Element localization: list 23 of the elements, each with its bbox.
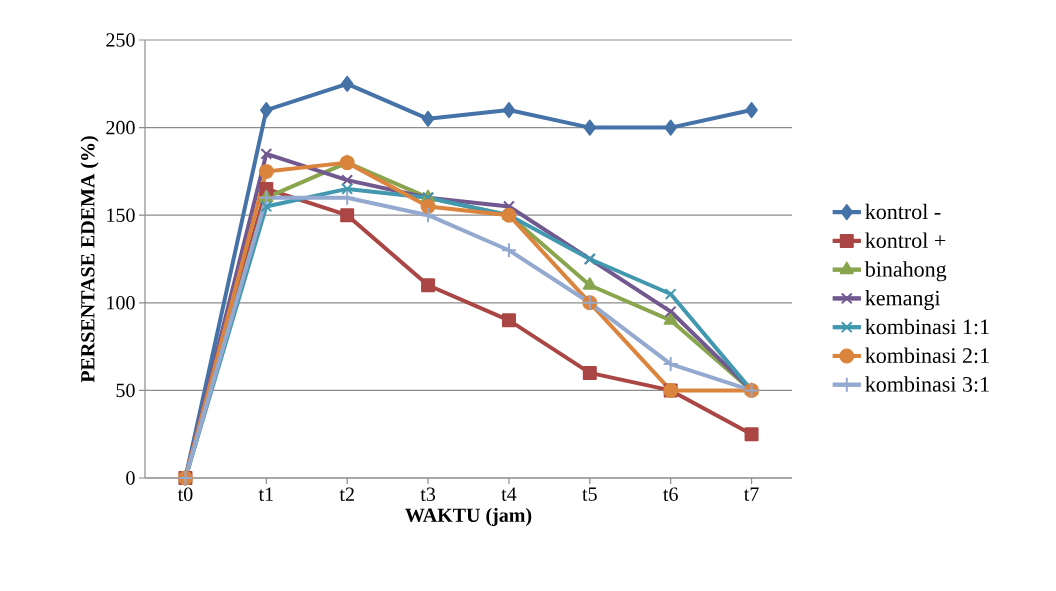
legend-label: kontrol - — [865, 203, 941, 220]
y-tick-label: 250 — [106, 33, 135, 47]
legend-label: kombinasi 3:1 — [865, 376, 989, 392]
legend-label: kombinasi 1:1 — [865, 318, 989, 335]
y-axis-title: PERSENTASE EDEMA (%) — [80, 136, 99, 383]
y-tick-label: 150 — [107, 208, 135, 222]
y-tick-label: 200 — [106, 120, 135, 135]
x-tick-label: t7 — [743, 487, 759, 501]
x-tick-label: t2 — [339, 487, 354, 501]
legend-label: kombinasi 2:1 — [865, 347, 989, 364]
legend-label: binahong — [864, 261, 947, 282]
legend-label: kontrol + — [865, 232, 946, 248]
x-tick-label: t1 — [258, 487, 273, 501]
legend-label: kemangi — [865, 290, 941, 311]
x-tick-label: t6 — [663, 487, 678, 501]
y-tick-label: 50 — [116, 383, 135, 398]
x-axis-title: WAKTU (jam) — [405, 507, 532, 527]
x-tick-label: t4 — [501, 487, 517, 501]
x-tick-label: t3 — [420, 487, 436, 501]
x-tick-label: t0 — [177, 487, 193, 502]
y-tick-label: 100 — [107, 296, 135, 310]
y-tick-label: 0 — [126, 471, 135, 485]
x-tick-label: t5 — [582, 487, 597, 501]
